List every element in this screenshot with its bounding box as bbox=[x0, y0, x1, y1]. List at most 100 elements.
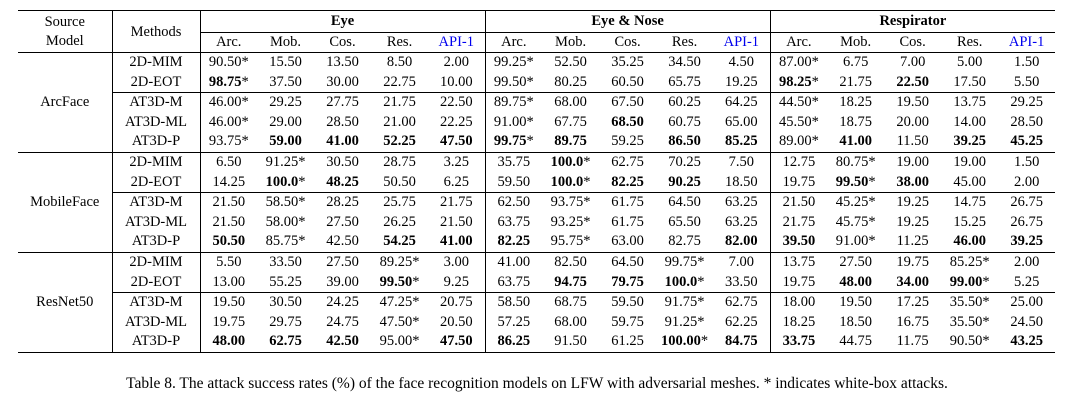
value-cell: 86.25 bbox=[485, 332, 542, 352]
value-number: 64.50 bbox=[611, 253, 644, 270]
value-number: 82.75 bbox=[668, 233, 701, 250]
value-cell: 6.75 bbox=[827, 53, 884, 73]
value-cell: 17.25 bbox=[884, 293, 941, 313]
value-number: 95.75 bbox=[550, 233, 584, 250]
value-number: 89.25 bbox=[379, 253, 413, 270]
value-number: 90.50 bbox=[208, 54, 242, 70]
value-cell: 93.75* bbox=[200, 132, 257, 152]
model-block-arcface: ArcFace 2D-MIM 90.50* 15.50 13.50 8.50 2.00 99.… bbox=[18, 52, 1056, 153]
table-row: AT3D-P 50.50 85.75* 42.50 54.25 41.00 82.25 95.… bbox=[18, 232, 1055, 253]
white-box-star: * bbox=[241, 113, 249, 130]
value-cell: 10.00 bbox=[428, 72, 486, 94]
value-number: 87.00 bbox=[778, 54, 812, 70]
table-row: AT3D-M 19.50 30.50 24.25 47.25* 20.75 58.50 68.… bbox=[18, 292, 1055, 313]
method-cell: 2D-EOT bbox=[112, 272, 201, 294]
value-cell: 99.75* bbox=[656, 252, 713, 272]
value-cell: 68.00 bbox=[542, 313, 599, 333]
value-number: 91.50 bbox=[554, 333, 587, 350]
value-cell: 58.50* bbox=[257, 193, 314, 213]
value-cell: 100.00* bbox=[656, 332, 713, 352]
value-number: 54.25 bbox=[383, 233, 416, 250]
value-cell: 18.25 bbox=[770, 313, 827, 333]
value-cell: 59.50 bbox=[485, 172, 543, 194]
value-cell: 63.25 bbox=[713, 192, 771, 213]
value-number: 44.75 bbox=[839, 333, 872, 350]
value-number: 85.75 bbox=[265, 233, 299, 250]
value-cell: 47.50* bbox=[371, 313, 428, 333]
value-number: 18.50 bbox=[839, 313, 872, 330]
white-box-star: * bbox=[811, 133, 819, 150]
value-cell: 22.50 bbox=[884, 72, 942, 94]
value-number: 20.00 bbox=[896, 113, 929, 130]
value-cell: 11.50 bbox=[884, 132, 941, 152]
value-cell: 15.50 bbox=[257, 53, 314, 73]
value-cell: 39.50 bbox=[770, 232, 827, 252]
value-number: 45.00 bbox=[953, 173, 986, 190]
value-cell: 98.75* bbox=[200, 72, 257, 94]
value-number: 34.50 bbox=[668, 54, 701, 70]
value-cell: 62.50 bbox=[485, 193, 542, 213]
white-box-star: * bbox=[811, 73, 819, 90]
value-number: 100.00 bbox=[661, 333, 701, 350]
subcol-header-respirator-mob: Mob. bbox=[840, 34, 872, 50]
value-number: 24.75 bbox=[326, 313, 359, 330]
method-cell: AT3D-M bbox=[112, 292, 201, 313]
value-number: 85.25 bbox=[949, 253, 983, 270]
value-number: 64.25 bbox=[725, 94, 758, 111]
value-number: 99.25 bbox=[493, 54, 527, 70]
value-cell: 65.75 bbox=[656, 72, 714, 94]
value-cell: 59.75 bbox=[599, 313, 656, 333]
value-number: 82.50 bbox=[554, 253, 587, 270]
value-cell: 21.50 bbox=[428, 212, 486, 233]
white-box-star: * bbox=[697, 253, 705, 270]
subcol-header-respirator-arc: Arc. bbox=[786, 34, 812, 50]
value-number: 27.50 bbox=[326, 213, 359, 230]
value-cell: 21.75 bbox=[827, 72, 885, 94]
subcol-header-eye-mob: Mob. bbox=[269, 34, 302, 50]
value-number: 99.50 bbox=[835, 173, 869, 190]
value-cell: 22.75 bbox=[371, 72, 428, 94]
value-cell: 45.50* bbox=[770, 113, 827, 133]
value-cell: 42.50 bbox=[314, 332, 371, 352]
value-number: 17.50 bbox=[953, 73, 986, 90]
method-cell: 2D-EOT bbox=[112, 172, 201, 194]
value-cell: 87.00* bbox=[770, 53, 827, 73]
white-box-star: * bbox=[811, 94, 819, 111]
value-cell: 58.00* bbox=[257, 213, 314, 233]
value-cell: 90.25 bbox=[656, 172, 714, 194]
value-number: 28.50 bbox=[326, 113, 359, 130]
value-number: 99.75 bbox=[493, 133, 527, 150]
value-cell: 45.00 bbox=[941, 172, 999, 194]
value-cell: 44.75 bbox=[827, 332, 884, 352]
value-number: 2.00 bbox=[443, 54, 469, 70]
value-cell: 58.50 bbox=[485, 293, 542, 313]
value-cell: 63.75 bbox=[485, 213, 542, 233]
method-cell: 2D-MIM bbox=[112, 52, 201, 73]
white-box-star: * bbox=[700, 333, 709, 350]
subcol-header-eye-nose-api-1: API-1 bbox=[713, 32, 771, 53]
value-cell: 89.25* bbox=[371, 252, 428, 272]
value-cell: 79.75 bbox=[599, 272, 657, 294]
value-number: 90.50 bbox=[949, 333, 983, 350]
subcol-header-respirator-cos: Cos. bbox=[899, 34, 926, 50]
value-number: 33.75 bbox=[782, 333, 816, 350]
value-number: 84.75 bbox=[725, 333, 758, 350]
value-number: 18.50 bbox=[725, 173, 758, 190]
value-cell: 29.00 bbox=[257, 113, 314, 133]
value-cell: 21.50 bbox=[200, 193, 257, 213]
value-number: 21.50 bbox=[212, 194, 246, 211]
value-number: 18.00 bbox=[782, 294, 816, 311]
value-number: 4.50 bbox=[728, 54, 755, 70]
value-cell: 85.75* bbox=[257, 232, 314, 252]
value-cell: 19.50 bbox=[884, 93, 941, 113]
value-cell: 94.75 bbox=[542, 272, 600, 294]
value-cell: 30.00 bbox=[314, 72, 371, 94]
value-number: 99.75 bbox=[664, 253, 698, 270]
value-number: 11.50 bbox=[896, 133, 929, 150]
value-cell: 22.50 bbox=[428, 92, 486, 113]
value-cell: 63.00 bbox=[599, 232, 656, 252]
value-number: 99.50 bbox=[493, 73, 527, 90]
value-cell: 99.75* bbox=[485, 132, 542, 152]
white-box-star: * bbox=[298, 213, 306, 230]
value-cell: 19.25 bbox=[713, 72, 771, 94]
